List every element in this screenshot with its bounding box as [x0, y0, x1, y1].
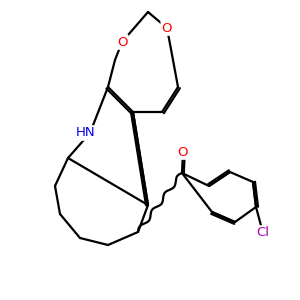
Text: O: O	[178, 146, 188, 158]
Text: O: O	[117, 35, 127, 49]
Text: Cl: Cl	[256, 226, 269, 239]
Text: O: O	[162, 22, 172, 34]
Text: HN: HN	[76, 127, 96, 140]
